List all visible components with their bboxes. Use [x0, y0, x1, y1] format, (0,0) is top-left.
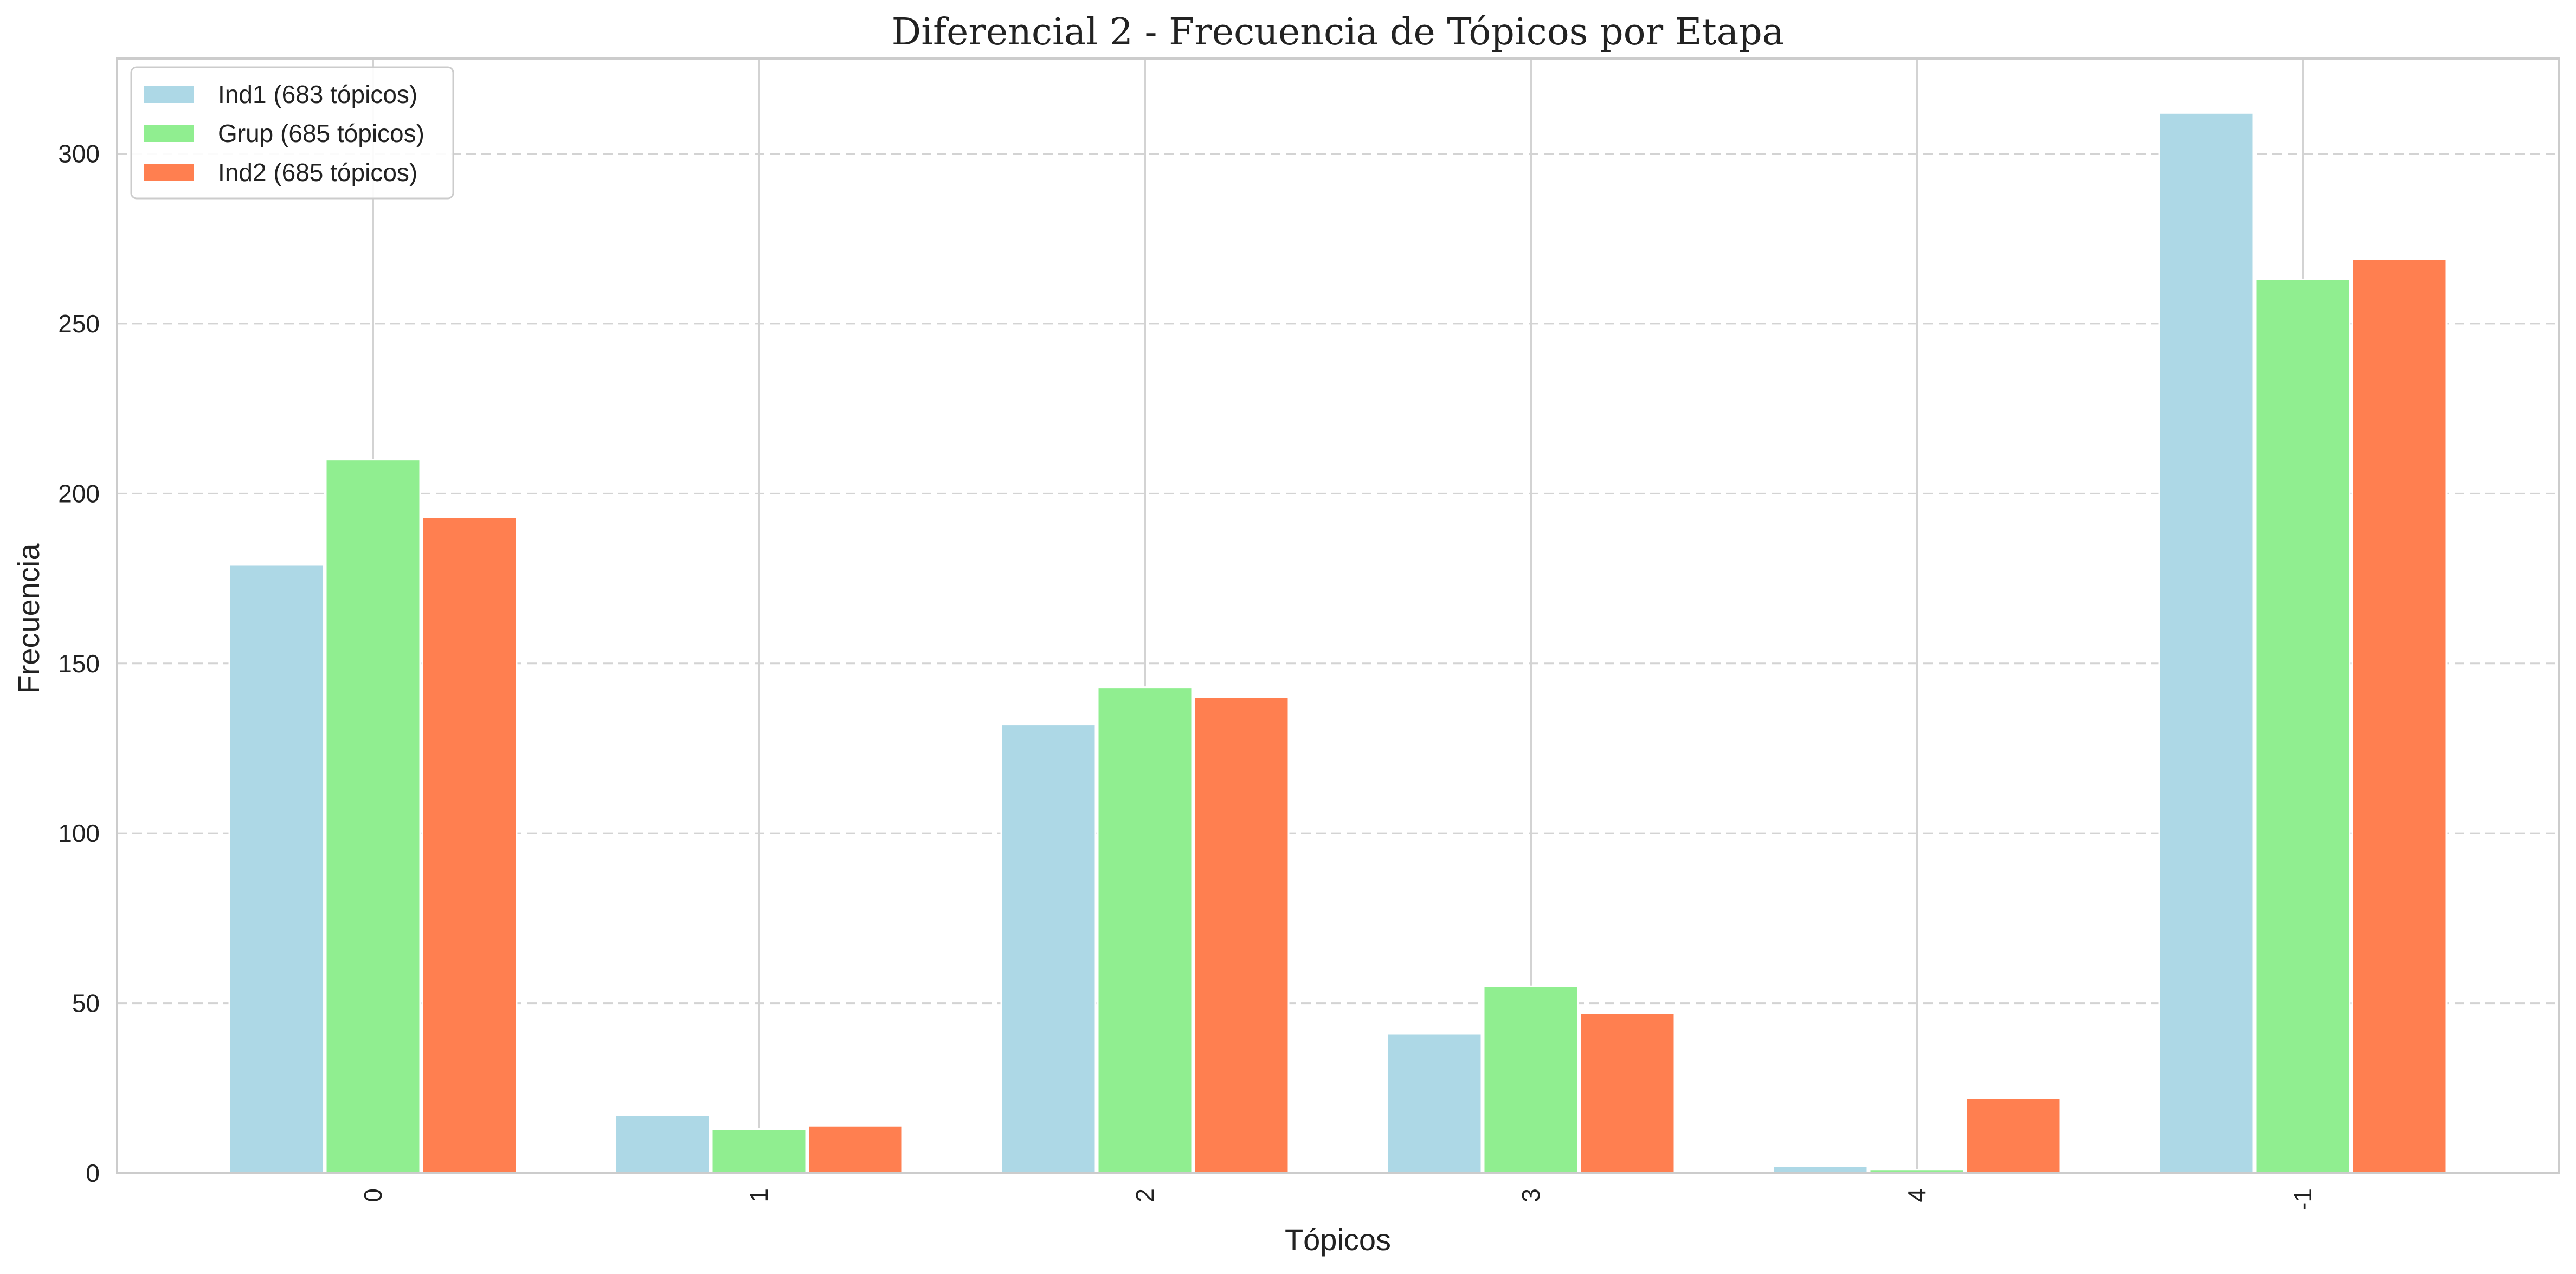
bar: [1097, 686, 1193, 1174]
bar: [2255, 278, 2351, 1174]
plot-frame: [116, 57, 2560, 1174]
y-tick-label: 300: [58, 140, 100, 168]
y-tick-label: 50: [72, 989, 100, 1018]
bar: [807, 1124, 904, 1174]
y-tick-label: 250: [58, 310, 100, 338]
y-axis-label: Frecuencia: [11, 543, 46, 694]
y-tick-label: 100: [58, 819, 100, 847]
bar: [711, 1128, 807, 1174]
x-tick-label: 3: [1517, 1188, 1545, 1202]
bar: [421, 516, 518, 1174]
x-axis-label: Tópicos: [1285, 1222, 1391, 1257]
bar: [1000, 724, 1097, 1174]
legend-label: Ind1 (683 tópicos): [218, 80, 417, 108]
x-tick-label: 2: [1131, 1188, 1159, 1202]
legend-label: Grup (685 tópicos): [218, 119, 424, 147]
chart-title: Diferencial 2 - Frecuencia de Tópicos po…: [892, 11, 1785, 54]
legend-box: [130, 66, 454, 200]
bar: [1386, 1033, 1483, 1174]
bars: [228, 112, 2448, 1174]
bar: [614, 1114, 711, 1174]
legend-swatch: [144, 125, 194, 142]
y-tick-label: 0: [86, 1159, 100, 1187]
bar: [2351, 258, 2448, 1174]
x-tick-label: 0: [359, 1188, 387, 1202]
legend: Ind1 (683 tópicos) Grup (685 tópicos) Ind2…: [130, 66, 454, 200]
x-tick-label: 4: [1903, 1188, 1931, 1202]
bar: [1483, 985, 1579, 1174]
bar: [1965, 1097, 2062, 1174]
x-tick-label: 1: [745, 1188, 773, 1202]
x-tick-label: -1: [2289, 1188, 2317, 1211]
bar: [2158, 112, 2255, 1174]
legend-swatch: [144, 164, 194, 181]
legend-swatch: [144, 86, 194, 103]
tick-labels: 0 50 100 150 200 250 300 0 1 2 3 4 -1: [58, 140, 2317, 1211]
legend-label: Ind2 (685 tópicos): [218, 158, 417, 186]
y-tick-label: 200: [58, 479, 100, 507]
bar: [1579, 1012, 1676, 1174]
bar: [228, 564, 325, 1174]
bar: [1193, 696, 1290, 1174]
y-tick-label: 150: [58, 649, 100, 678]
bar: [325, 459, 421, 1174]
